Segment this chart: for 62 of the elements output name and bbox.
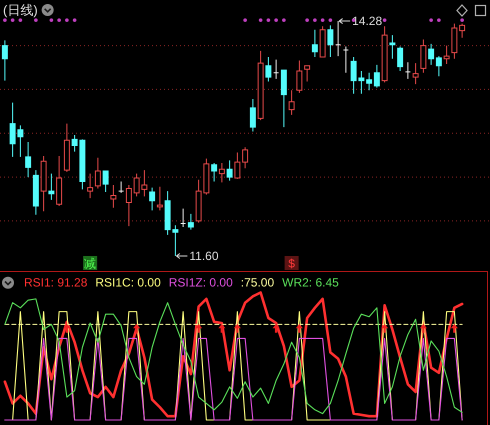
candlestick (172, 224, 178, 256)
candlestick (40, 156, 47, 212)
candlestick (56, 156, 62, 207)
candlestick (118, 180, 124, 194)
candlestick (389, 34, 396, 60)
candlestick (17, 124, 24, 158)
candlestick (342, 46, 349, 74)
candlestick (141, 170, 148, 197)
candlestick (87, 173, 94, 199)
candlestick (335, 20, 342, 57)
candlestick (296, 60, 302, 94)
candlestick (312, 29, 318, 58)
candlestick (265, 56, 272, 82)
candlestick (226, 160, 233, 182)
candlestick (188, 213, 194, 230)
data-label: 减 (84, 256, 96, 270)
candlestick (79, 138, 86, 190)
candlestick (350, 56, 357, 94)
candlestick (436, 56, 442, 77)
candlestick (156, 186, 163, 211)
candlestick (288, 90, 295, 116)
candlestick (149, 187, 156, 211)
candlestick (397, 46, 404, 72)
text: :75.00 (240, 276, 274, 290)
candlestick (404, 62, 411, 80)
candlestick (412, 62, 419, 85)
candlestick (327, 24, 334, 58)
candlestick (304, 65, 310, 82)
candlestick (32, 170, 39, 216)
candlestick (25, 142, 32, 178)
text: WR2: 6.45 (282, 276, 340, 290)
candlestick (280, 70, 287, 128)
candlestick (374, 64, 380, 88)
data-label: 14.28 (352, 14, 382, 28)
candlestick (10, 102, 16, 158)
data-label: 11.60 (189, 248, 219, 263)
candlestick (444, 45, 450, 64)
candlestick (250, 98, 256, 132)
candlestick (180, 208, 186, 228)
candlestick (273, 59, 280, 80)
data-label: $ (288, 256, 296, 270)
series-label: RSI1C: 0.00 (95, 276, 162, 290)
candlestick (218, 162, 225, 183)
candlestick (164, 190, 171, 236)
candlestick (110, 184, 116, 208)
candlestick (320, 26, 326, 58)
candlestick (64, 123, 70, 172)
candlestick (2, 40, 8, 82)
chart-title: (日线) (3, 2, 38, 18)
text: RSI1: 91.28 (24, 276, 88, 290)
candlestick (203, 158, 210, 196)
candlestick (420, 38, 426, 74)
candlestick (258, 50, 264, 121)
candlestick (48, 173, 54, 200)
candlestick (72, 134, 78, 152)
candlestick (382, 26, 388, 83)
candlestick (428, 43, 434, 66)
candlestick (196, 179, 202, 224)
candlestick (94, 157, 101, 189)
candlestick (102, 170, 109, 192)
text: RSI1Z: 0.00 (168, 276, 234, 290)
candlestick (211, 162, 218, 182)
